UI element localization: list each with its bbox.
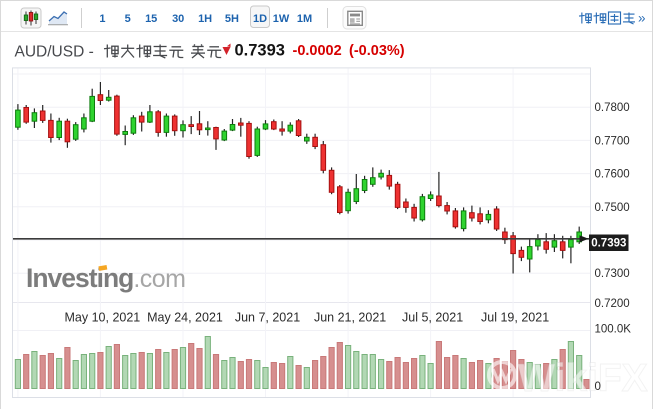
svg-text:5: 5 (125, 13, 131, 25)
svg-text:0.7700: 0.7700 (595, 135, 630, 147)
svg-text:0.7500: 0.7500 (595, 202, 630, 214)
svg-text:Jun 7, 2021: Jun 7, 2021 (235, 311, 300, 325)
svg-text:15: 15 (145, 13, 157, 25)
svg-text:0.7200: 0.7200 (595, 298, 630, 310)
svg-text:Jul 19, 2021: Jul 19, 2021 (481, 311, 549, 325)
svg-text:5H: 5H (225, 13, 239, 25)
svg-text:1W: 1W (273, 13, 290, 25)
svg-text:-0.0002: -0.0002 (293, 43, 342, 59)
svg-text:30: 30 (172, 13, 184, 25)
svg-text:0: 0 (595, 381, 601, 393)
svg-text:AUD/USD -: AUD/USD - (15, 44, 94, 61)
svg-text:0.7393: 0.7393 (591, 238, 626, 250)
svg-text:1H: 1H (198, 13, 212, 25)
svg-text:0.7300: 0.7300 (595, 268, 630, 280)
svg-text:0.7600: 0.7600 (595, 169, 630, 181)
svg-text:100.0K: 100.0K (595, 324, 632, 336)
svg-text:Jul 5, 2021: Jul 5, 2021 (402, 311, 463, 325)
svg-text:1D: 1D (253, 13, 267, 25)
svg-text:»: » (638, 11, 646, 26)
svg-text:WikiFX: WikiFX (518, 357, 648, 400)
svg-text:0.7800: 0.7800 (595, 102, 630, 114)
svg-text:0.7393: 0.7393 (235, 42, 285, 60)
svg-text:Jun 21, 2021: Jun 21, 2021 (314, 311, 386, 325)
svg-text:Investing.com: Investing.com (26, 263, 186, 293)
svg-text:1M: 1M (297, 13, 312, 25)
svg-text:May 24, 2021: May 24, 2021 (147, 311, 223, 325)
svg-text:May 10, 2021: May 10, 2021 (65, 311, 141, 325)
svg-text:(-0.03%): (-0.03%) (349, 43, 405, 59)
svg-text:1: 1 (99, 13, 105, 25)
